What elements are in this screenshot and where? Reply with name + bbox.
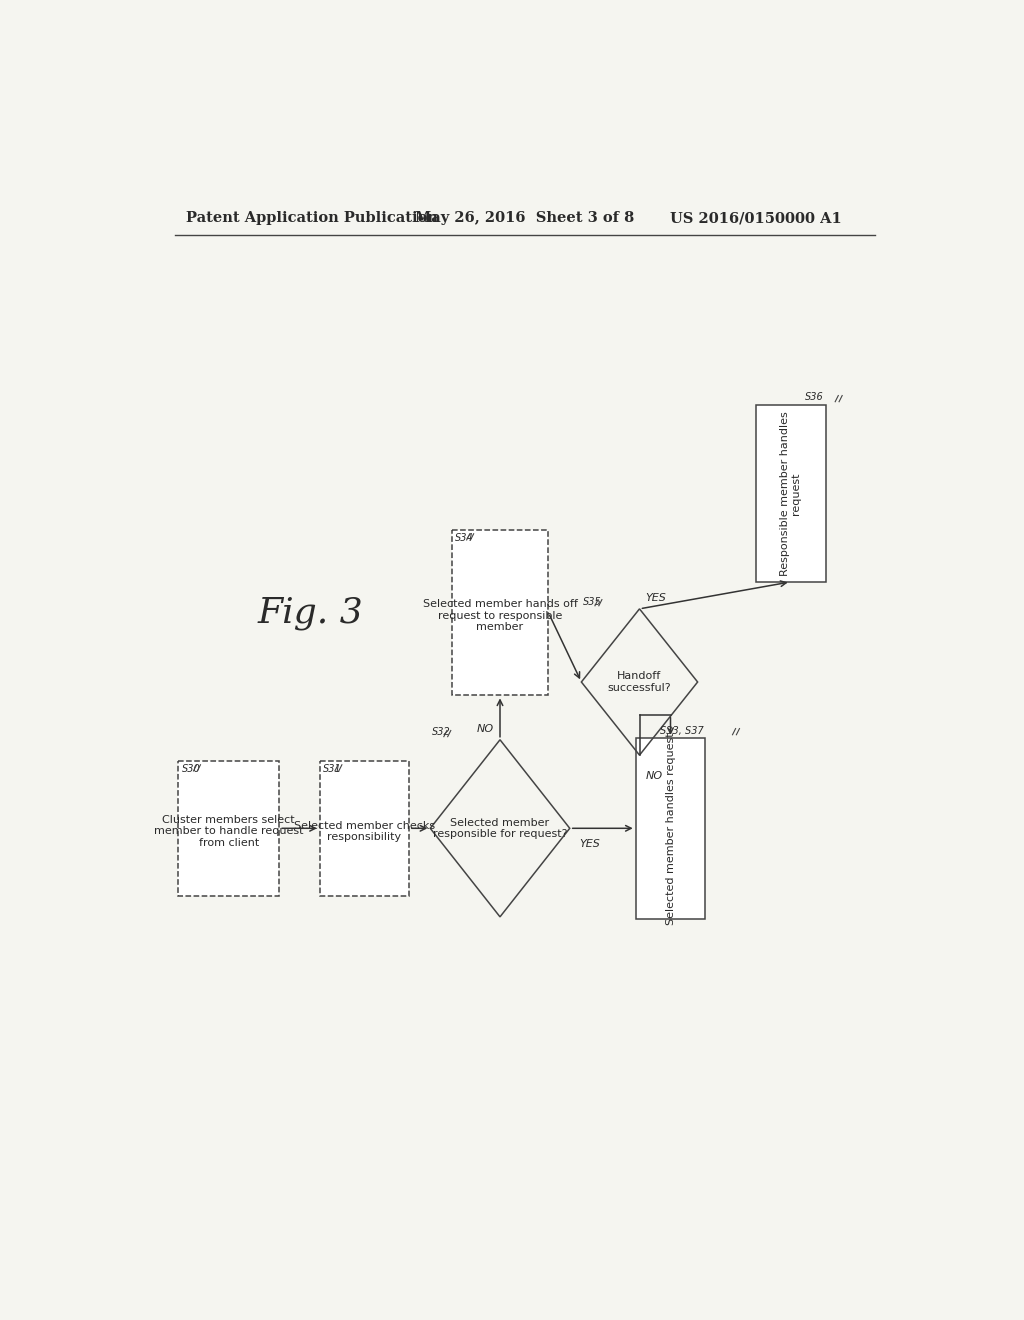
Text: S34: S34 (455, 533, 473, 543)
Text: YES: YES (646, 593, 667, 603)
Bar (756, 405, 825, 582)
Text: S31: S31 (323, 764, 342, 774)
Text: YES: YES (579, 840, 600, 849)
Bar (636, 738, 706, 919)
Text: May 26, 2016  Sheet 3 of 8: May 26, 2016 Sheet 3 of 8 (415, 211, 634, 226)
Bar (178, 760, 280, 896)
Bar (319, 760, 409, 896)
Text: Selected member hands off
request to responsible
member: Selected member hands off request to res… (423, 599, 578, 632)
Text: Fig. 3: Fig. 3 (257, 595, 362, 630)
Text: S33, S37: S33, S37 (660, 726, 703, 735)
Text: Selected member
responsible for request?: Selected member responsible for request? (433, 817, 567, 840)
Text: S32: S32 (432, 727, 451, 738)
Text: US 2016/0150000 A1: US 2016/0150000 A1 (671, 211, 843, 226)
Text: S35: S35 (583, 597, 602, 607)
Text: Selected member checks
responsibility: Selected member checks responsibility (294, 821, 435, 842)
Text: Handoff
successful?: Handoff successful? (607, 671, 672, 693)
Bar (452, 529, 549, 696)
Text: Selected member handles request: Selected member handles request (666, 733, 676, 924)
Text: NO: NO (477, 723, 494, 734)
Text: Patent Application Publication: Patent Application Publication (186, 211, 438, 226)
Text: NO: NO (646, 771, 663, 780)
Text: Cluster members select
member to handle request
from client: Cluster members select member to handle … (154, 814, 303, 847)
Text: Responsible member handles
request: Responsible member handles request (780, 411, 802, 576)
Text: S36: S36 (805, 392, 824, 403)
Text: S30: S30 (181, 764, 201, 774)
